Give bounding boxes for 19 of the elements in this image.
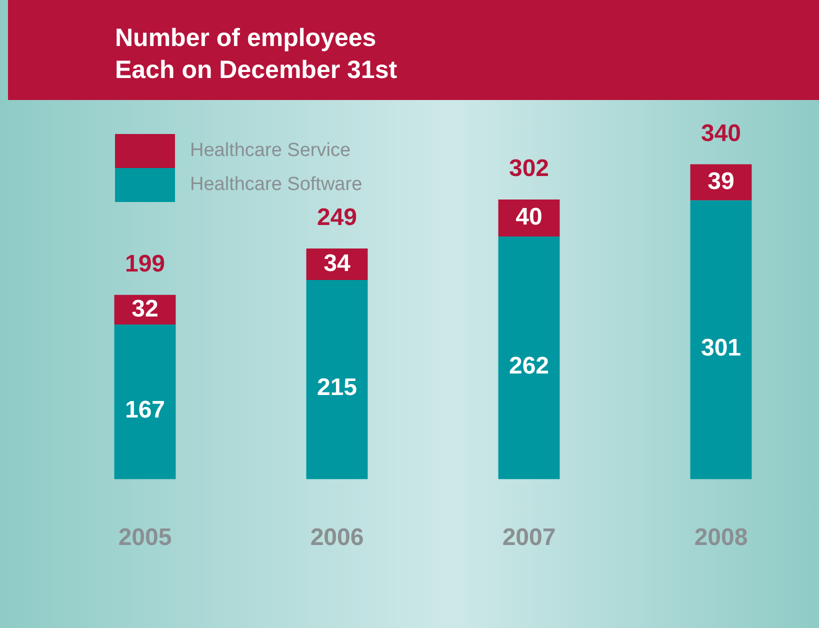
data-label: 301 <box>700 334 742 362</box>
total-label: 340 <box>700 120 742 147</box>
x-tick-label: 2005 <box>118 524 172 552</box>
x-tick-label: 2007 <box>502 524 556 552</box>
data-label: 34 <box>324 250 351 277</box>
legend-label: Healthcare Software <box>190 174 362 196</box>
legend-label: Healthcare Service <box>190 140 351 162</box>
total-label: 302 <box>508 155 550 182</box>
data-label: 167 <box>124 396 166 424</box>
x-tick-label: 2008 <box>694 524 748 552</box>
data-label: 40 <box>516 204 542 231</box>
data-label: 39 <box>708 168 734 195</box>
data-label: 32 <box>132 295 158 322</box>
data-label: 262 <box>508 352 550 380</box>
chart-title: Number of employees Each on December 31st <box>115 23 398 86</box>
total-label: 199 <box>124 250 166 278</box>
x-tick-label: 2006 <box>310 524 364 552</box>
data-label: 215 <box>316 374 358 402</box>
total-label: 249 <box>316 204 358 232</box>
